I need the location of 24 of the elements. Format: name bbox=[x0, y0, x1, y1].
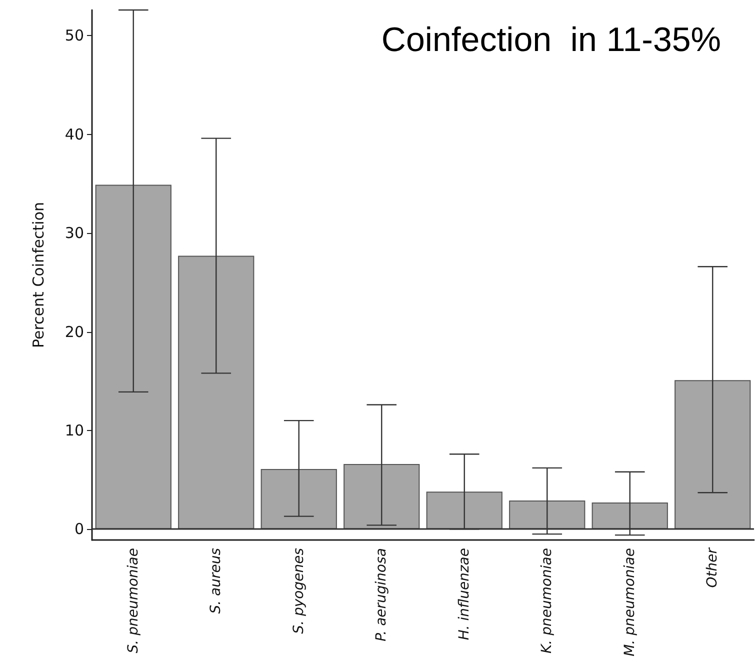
x-tick-label: S. pneumoniae bbox=[125, 548, 142, 654]
y-tick-label: 10 bbox=[64, 421, 84, 440]
x-tick-label: Other bbox=[704, 546, 721, 588]
y-tick-label: 50 bbox=[64, 26, 84, 45]
bar bbox=[509, 500, 586, 530]
bar bbox=[592, 502, 668, 530]
x-tick-label: H. influenzae bbox=[456, 548, 472, 640]
bar bbox=[178, 256, 254, 530]
bar bbox=[260, 468, 337, 530]
y-tick-label: 30 bbox=[64, 224, 84, 242]
x-tick-label: M. pneumoniae bbox=[622, 548, 638, 656]
x-tick-label: K. pneumoniae bbox=[539, 548, 556, 654]
chart-title: Coinfection in 11-35% bbox=[381, 21, 722, 59]
x-tick-label: S. aureus bbox=[208, 548, 224, 614]
y-axis-title: Percent Coinfection bbox=[30, 202, 48, 348]
bar bbox=[344, 464, 420, 530]
x-tick-label: S. pyogenes bbox=[290, 548, 307, 634]
y-tick-label: 40 bbox=[64, 125, 84, 144]
y-tick-label: 0 bbox=[74, 520, 84, 538]
bar bbox=[426, 492, 502, 530]
y-tick-label: 20 bbox=[64, 322, 84, 341]
bar bbox=[674, 380, 751, 530]
bar bbox=[95, 184, 172, 530]
x-tick-label: P. aeruginosa bbox=[374, 548, 390, 642]
